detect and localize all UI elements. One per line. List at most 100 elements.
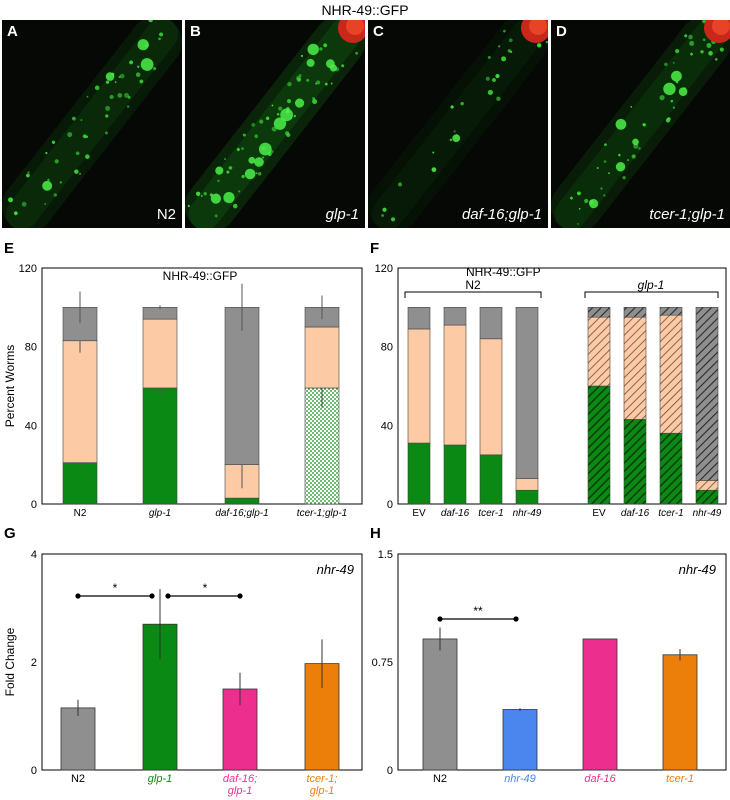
gfp-puncta: [708, 51, 713, 56]
stacked-bar-segment: [659, 432, 683, 505]
gfp-puncta: [82, 134, 87, 139]
panel-e-frame: [41, 267, 363, 505]
gfp-puncta: [51, 140, 56, 144]
gfp-droplet: [244, 168, 256, 180]
gfp-puncta: [59, 181, 63, 184]
gfp-puncta: [578, 207, 581, 210]
gfp-puncta: [117, 92, 123, 98]
gfp-droplet: [307, 43, 319, 56]
gfp-puncta: [148, 20, 153, 23]
stacked-bar-segment: [142, 318, 178, 389]
stacked-bar-segment: [623, 307, 647, 318]
red-marker-core: [346, 20, 364, 35]
gfp-puncta: [702, 38, 706, 42]
gfp-puncta: [719, 47, 724, 52]
gfp-puncta: [271, 104, 274, 107]
gfp-puncta: [200, 195, 203, 197]
micrograph-a: A N2: [2, 20, 182, 228]
gfp-puncta: [257, 171, 262, 176]
gfp-puncta: [603, 160, 607, 163]
significance-end: [75, 593, 81, 599]
gfp-puncta: [109, 94, 114, 100]
gfp-puncta: [604, 143, 607, 147]
gfp-droplet: [632, 138, 639, 146]
gfp-puncta: [187, 204, 190, 207]
panel-g-letter: G: [4, 525, 16, 542]
y-tick-label: 120: [19, 263, 37, 275]
stacked-bar-segment: [443, 324, 467, 446]
bar: [422, 638, 458, 771]
gfp-puncta: [312, 99, 318, 105]
gfp-droplet: [663, 82, 676, 96]
gfp-puncta: [627, 159, 629, 161]
x-tick-label: daf-16: [621, 508, 650, 519]
worm-core: [554, 20, 728, 228]
gfp-puncta: [286, 99, 292, 104]
gfp-puncta: [688, 34, 693, 40]
micrograph-c-letter: C: [373, 23, 384, 40]
gfp-puncta: [13, 211, 18, 216]
stacked-bar-segment: [659, 307, 683, 316]
stacked-bar-segment: [224, 497, 260, 505]
red-marker-core: [529, 20, 547, 35]
gfp-puncta: [135, 72, 141, 77]
gfp-droplet: [671, 70, 682, 82]
gfp-puncta: [702, 20, 707, 24]
x-tick-label: nhr-49: [693, 508, 722, 519]
significance-end: [437, 616, 443, 622]
y-tick-label: 40: [381, 420, 393, 432]
gfp-puncta: [8, 197, 14, 203]
gfp-puncta: [397, 182, 403, 187]
gfp-puncta: [287, 81, 292, 87]
stacked-bar-segment: [695, 489, 719, 505]
gfp-puncta: [195, 191, 201, 196]
gfp-puncta: [714, 58, 718, 61]
panel-f-frame: [397, 267, 727, 505]
gfp-puncta: [672, 62, 675, 64]
micrograph-c-label: daf-16;glp-1: [461, 206, 542, 223]
gfp-puncta: [21, 201, 27, 207]
micrograph-c: C daf-16;glp-1: [368, 20, 548, 228]
gfp-puncta: [508, 38, 513, 43]
panel-e-chart: 0 40 80 120 N2 glp-1 daf-16;glp-1 tcer-1;glp-1: [19, 263, 348, 519]
gfp-puncta: [119, 73, 125, 79]
gfp-droplet: [254, 157, 264, 167]
gfp-puncta: [75, 151, 80, 156]
gfp-puncta: [255, 172, 258, 175]
x-tick-label: glp-1: [228, 785, 252, 797]
y-tick-label: 40: [25, 420, 37, 432]
gfp-puncta: [105, 105, 111, 111]
micrograph-d-letter: D: [556, 23, 567, 40]
gfp-puncta: [259, 119, 264, 124]
gfp-puncta: [285, 131, 290, 136]
gfp-droplet: [137, 39, 149, 51]
gfp-puncta: [706, 42, 712, 48]
x-tick-label: daf-16;glp-1: [215, 508, 268, 519]
group-bracket-n2: [404, 291, 542, 298]
stacked-bar-segment: [407, 442, 431, 505]
micrograph-b-label: glp-1: [325, 206, 359, 223]
gfp-puncta: [577, 223, 579, 225]
y-tick-label: 0: [31, 499, 37, 511]
gfp-puncta: [25, 173, 30, 178]
gfp-puncta: [487, 89, 493, 96]
worm-core: [5, 20, 179, 228]
gfp-puncta: [449, 138, 453, 142]
x-tick-label: tcer-1: [658, 508, 683, 519]
gfp-puncta: [158, 37, 161, 41]
micrograph-d-image: [551, 20, 730, 228]
x-tick-label: tcer-1: [478, 508, 503, 519]
gfp-droplet: [306, 58, 315, 67]
gfp-puncta: [690, 52, 693, 56]
significance-end: [165, 593, 171, 599]
gfp-droplet: [678, 87, 688, 96]
gfp-puncta: [47, 178, 50, 182]
x-tick-label: daf-16: [441, 508, 470, 519]
x-tick-label: tcer-1;: [307, 773, 338, 785]
y-tick-label: 0.75: [372, 657, 393, 669]
panel-e-inner-title: NHR-49::GFP: [163, 269, 238, 283]
red-marker-core: [712, 20, 730, 35]
gfp-droplet: [589, 199, 599, 209]
micrograph-a-image: [2, 20, 182, 228]
